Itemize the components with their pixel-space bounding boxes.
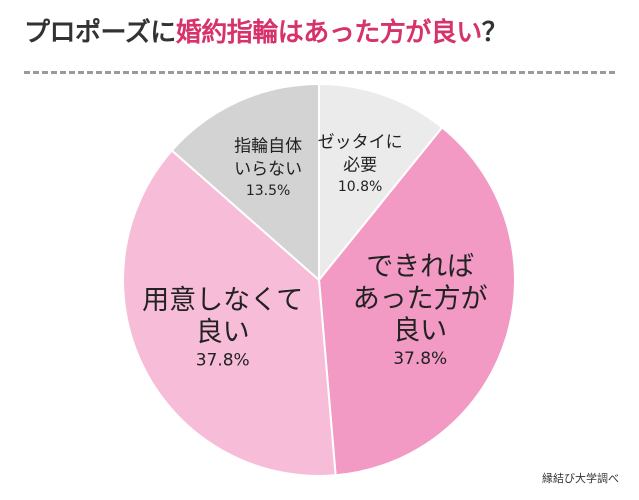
pie-labels: ゼッタイに必要10.8%できればあった方が良い37.8%用意しなくて良い37.8… [142, 133, 488, 371]
slice-label-1-line-1: ゼッタイに [318, 133, 403, 153]
slice-label-3-line-2: 良い [196, 317, 250, 348]
title-divider [24, 71, 615, 74]
title-text-question-mark: ？ [481, 18, 508, 48]
slice-label-2-line-3: 良い [393, 316, 447, 347]
chart-title: プロポーズに婚約指輪はあった方が良い？ [24, 16, 508, 50]
pie-slice-2 [317, 126, 516, 477]
pie-slice-3 [122, 149, 337, 477]
slice-label-2-line-1: できれば [366, 252, 474, 283]
pie-slice-4 [170, 82, 320, 283]
slice-percent-4: 13.5% [246, 183, 290, 199]
pie-slice-1 [318, 82, 444, 283]
slice-percent-1: 10.8% [338, 179, 382, 195]
title-text-plain: プロポーズに [24, 18, 176, 48]
slice-label-3-line-1: 用意しなくて [142, 285, 303, 316]
slice-label-4-line-2: いらない [234, 159, 302, 179]
slice-percent-3: 37.8% [196, 351, 250, 371]
pie-slices [122, 82, 516, 477]
slice-label-2-line-2: あった方が [353, 284, 488, 315]
title-text-highlight: 婚約指輪はあった方が良い [175, 18, 483, 48]
slice-label-4-line-1: 指輪自体 [234, 136, 302, 156]
slice-percent-2: 37.8% [393, 349, 447, 369]
source-credit: 縁結び大学調べ [542, 472, 619, 485]
slice-label-1-line-2: 必要 [343, 156, 377, 176]
